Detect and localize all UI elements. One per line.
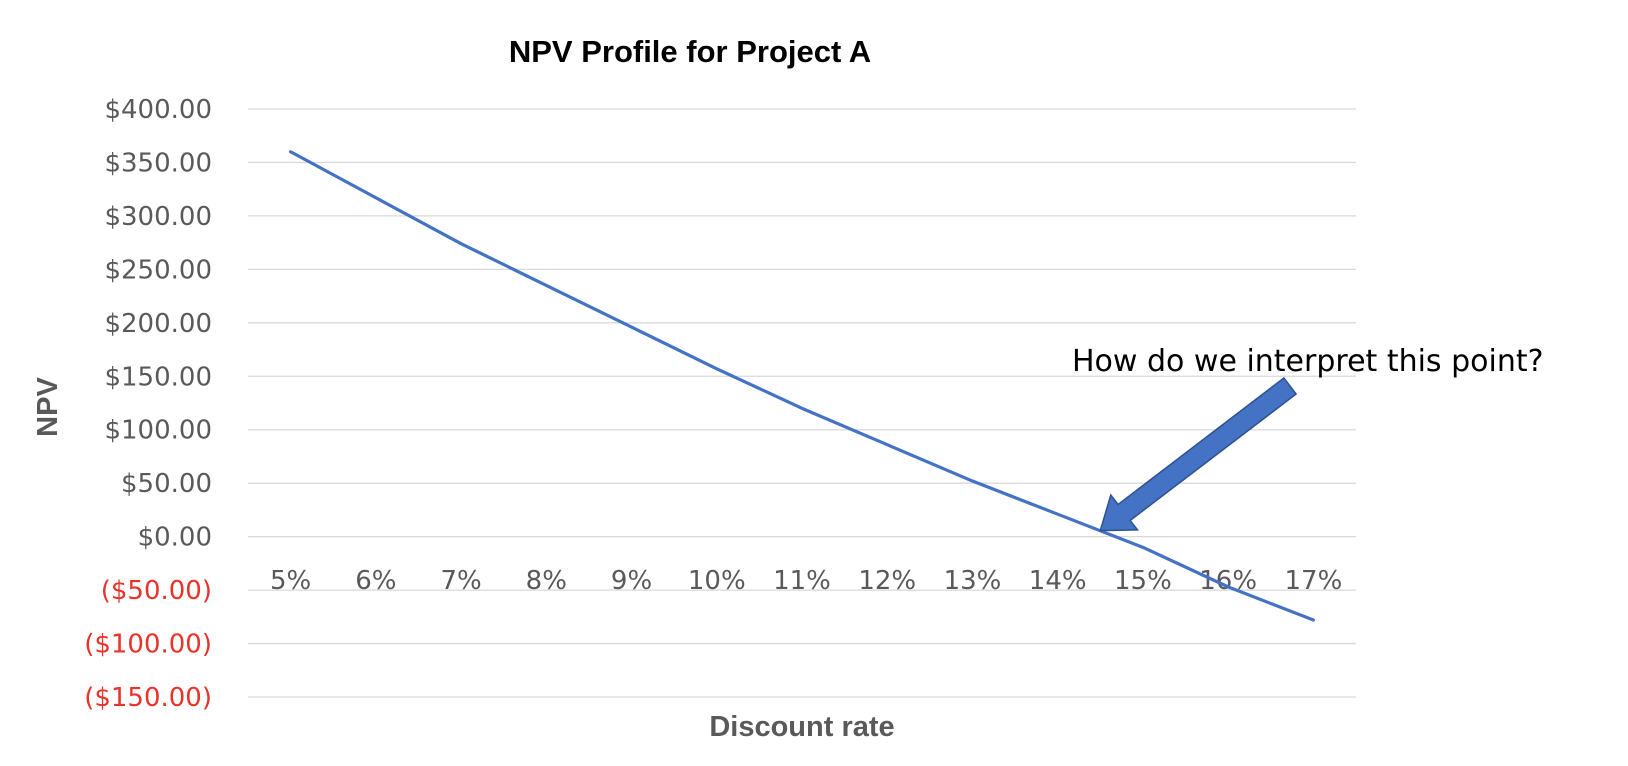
annotation-arrow-icon bbox=[1099, 376, 1298, 532]
series-layer bbox=[289, 150, 1315, 622]
x-tick-label: 7% bbox=[440, 566, 481, 596]
x-tick-label: 6% bbox=[355, 566, 396, 596]
y-tick-label: $300.00 bbox=[104, 202, 212, 232]
y-tick-label: $100.00 bbox=[104, 416, 212, 446]
x-tick-label: 8% bbox=[526, 566, 567, 596]
x-axis-ticks: 5% 6% 7% 8% 9% 10% 11% 12% 13% 14% 15% 16% 17% bbox=[270, 566, 1342, 596]
x-axis-label: Discount rate bbox=[709, 711, 894, 743]
y-axis-ticks: $400.00 $350.00 $300.00 $250.00 $200.00 $150.… bbox=[84, 95, 212, 713]
annotation-text: How do we interpret this point? bbox=[1072, 344, 1544, 379]
x-tick-label: 10% bbox=[688, 566, 746, 596]
y-tick-label: ($50.00) bbox=[101, 576, 212, 606]
y-tick-label: $0.00 bbox=[138, 523, 212, 553]
y-tick-label: ($100.00) bbox=[84, 630, 212, 660]
x-tick-label: 16% bbox=[1199, 566, 1257, 596]
series-line bbox=[289, 150, 1315, 622]
y-tick-label: ($150.00) bbox=[84, 683, 212, 713]
x-tick-label: 11% bbox=[773, 566, 831, 596]
x-tick-label: 9% bbox=[611, 566, 652, 596]
y-tick-label: $250.00 bbox=[104, 255, 212, 285]
x-tick-label: 14% bbox=[1029, 566, 1087, 596]
x-tick-label: 15% bbox=[1114, 566, 1172, 596]
x-tick-label: 17% bbox=[1284, 566, 1342, 596]
y-tick-label: $200.00 bbox=[104, 309, 212, 339]
y-tick-label: $50.00 bbox=[121, 469, 212, 499]
gridlines bbox=[248, 108, 1356, 698]
y-tick-label: $400.00 bbox=[104, 95, 212, 125]
x-tick-label: 5% bbox=[270, 566, 311, 596]
y-tick-label: $350.00 bbox=[104, 148, 212, 178]
chart-title: NPV Profile for Project A bbox=[509, 34, 871, 69]
y-tick-label: $150.00 bbox=[104, 362, 212, 392]
x-tick-label: 13% bbox=[944, 566, 1002, 596]
x-tick-label: 12% bbox=[858, 566, 916, 596]
y-axis-label: NPV bbox=[32, 377, 64, 437]
